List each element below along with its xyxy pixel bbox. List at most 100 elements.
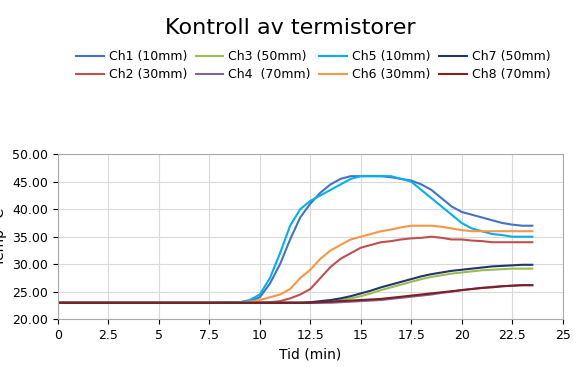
Ch2 (30mm): [408, 236, 415, 241]
Ch5 (10mm): [478, 229, 485, 233]
Ch1 (10mm): [55, 301, 61, 305]
Ch2 (30mm): [297, 292, 304, 297]
Ch6 (30mm): [357, 235, 364, 239]
Ch2 (30mm): [246, 301, 253, 305]
Ch7 (50mm): [499, 264, 506, 268]
Ch6 (30mm): [468, 229, 475, 233]
Ch4  (70mm): [55, 301, 61, 305]
Ch7 (50mm): [448, 269, 455, 273]
Ch7 (50mm): [418, 274, 425, 279]
Ch8 (70mm): [357, 298, 364, 302]
Ch6 (30mm): [196, 301, 203, 305]
Ch7 (50mm): [155, 301, 162, 305]
Ch2 (30mm): [277, 299, 284, 303]
Ch4  (70mm): [367, 298, 374, 303]
Ch6 (30mm): [438, 225, 445, 229]
Ch1 (10mm): [307, 201, 314, 206]
Ch6 (30mm): [307, 268, 314, 272]
Ch2 (30mm): [428, 235, 435, 239]
Ch7 (50mm): [378, 285, 385, 290]
Ch1 (10mm): [408, 178, 415, 183]
Ch4  (70mm): [236, 301, 243, 305]
Ch5 (10mm): [55, 301, 61, 305]
Ch8 (70mm): [266, 301, 273, 305]
Ch6 (30mm): [115, 301, 122, 305]
Ch2 (30mm): [458, 237, 465, 242]
Ch7 (50mm): [529, 263, 536, 267]
Ch3 (50mm): [357, 294, 364, 298]
Ch5 (10mm): [287, 224, 293, 228]
Ch3 (50mm): [75, 301, 82, 305]
Ch4  (70mm): [277, 301, 284, 305]
Ch4  (70mm): [297, 301, 304, 305]
Ch3 (50mm): [428, 275, 435, 279]
Ch7 (50mm): [115, 301, 122, 305]
Ch3 (50mm): [115, 301, 122, 305]
Ch3 (50mm): [155, 301, 162, 305]
Ch8 (70mm): [458, 288, 465, 292]
Ch7 (50mm): [458, 268, 465, 272]
Ch4  (70mm): [246, 301, 253, 305]
Ch4  (70mm): [347, 299, 354, 304]
Ch8 (70mm): [367, 297, 374, 302]
Ch2 (30mm): [529, 240, 536, 244]
Ch4  (70mm): [509, 283, 516, 288]
Ch2 (30mm): [266, 300, 273, 305]
Ch1 (10mm): [95, 301, 102, 305]
Ch6 (30mm): [55, 301, 61, 305]
Ch7 (50mm): [246, 301, 253, 305]
Ch8 (70mm): [317, 300, 324, 305]
Ch7 (50mm): [337, 296, 344, 301]
Ch8 (70mm): [408, 294, 415, 298]
Ch4  (70mm): [196, 301, 203, 305]
Ch5 (10mm): [428, 196, 435, 200]
Line: Ch7 (50mm): Ch7 (50mm): [58, 265, 532, 303]
Ch4  (70mm): [438, 291, 445, 295]
Ch1 (10mm): [216, 301, 223, 305]
Ch4  (70mm): [115, 301, 122, 305]
Ch8 (70mm): [488, 285, 495, 290]
Ch2 (30mm): [216, 301, 223, 305]
Ch3 (50mm): [327, 299, 334, 303]
Line: Ch4  (70mm): Ch4 (70mm): [58, 285, 532, 303]
Y-axis label: Temp °C: Temp °C: [0, 208, 7, 266]
Ch2 (30mm): [378, 240, 385, 244]
Ch5 (10mm): [519, 235, 525, 239]
Ch5 (10mm): [317, 193, 324, 198]
Ch2 (30mm): [55, 301, 61, 305]
Ch8 (70mm): [155, 301, 162, 305]
Ch1 (10mm): [75, 301, 82, 305]
Ch8 (70mm): [337, 299, 344, 303]
Ch7 (50mm): [408, 277, 415, 281]
Ch8 (70mm): [468, 287, 475, 291]
Ch6 (30mm): [75, 301, 82, 305]
Ch2 (30mm): [95, 301, 102, 305]
Ch5 (10mm): [367, 174, 374, 178]
Ch4  (70mm): [519, 283, 525, 287]
Ch3 (50mm): [287, 301, 293, 305]
Ch6 (30mm): [378, 229, 385, 233]
Ch7 (50mm): [357, 291, 364, 296]
Ch5 (10mm): [438, 204, 445, 209]
Ch3 (50mm): [448, 272, 455, 276]
Ch2 (30mm): [287, 296, 293, 301]
Ch6 (30mm): [408, 224, 415, 228]
Ch4  (70mm): [448, 290, 455, 294]
Ch7 (50mm): [307, 300, 314, 305]
Ch4  (70mm): [95, 301, 102, 305]
Ch8 (70mm): [519, 283, 525, 287]
Ch2 (30mm): [236, 301, 243, 305]
Ch6 (30mm): [488, 229, 495, 233]
Ch6 (30mm): [478, 229, 485, 233]
Ch1 (10mm): [347, 174, 354, 178]
Ch6 (30mm): [519, 229, 525, 233]
Ch2 (30mm): [367, 243, 374, 247]
Ch7 (50mm): [196, 301, 203, 305]
Ch5 (10mm): [236, 300, 243, 305]
Ch6 (30mm): [418, 224, 425, 228]
Ch3 (50mm): [488, 268, 495, 272]
Ch2 (30mm): [387, 239, 394, 243]
Ch5 (10mm): [378, 174, 385, 178]
Ch5 (10mm): [499, 233, 506, 237]
Ch8 (70mm): [448, 289, 455, 294]
